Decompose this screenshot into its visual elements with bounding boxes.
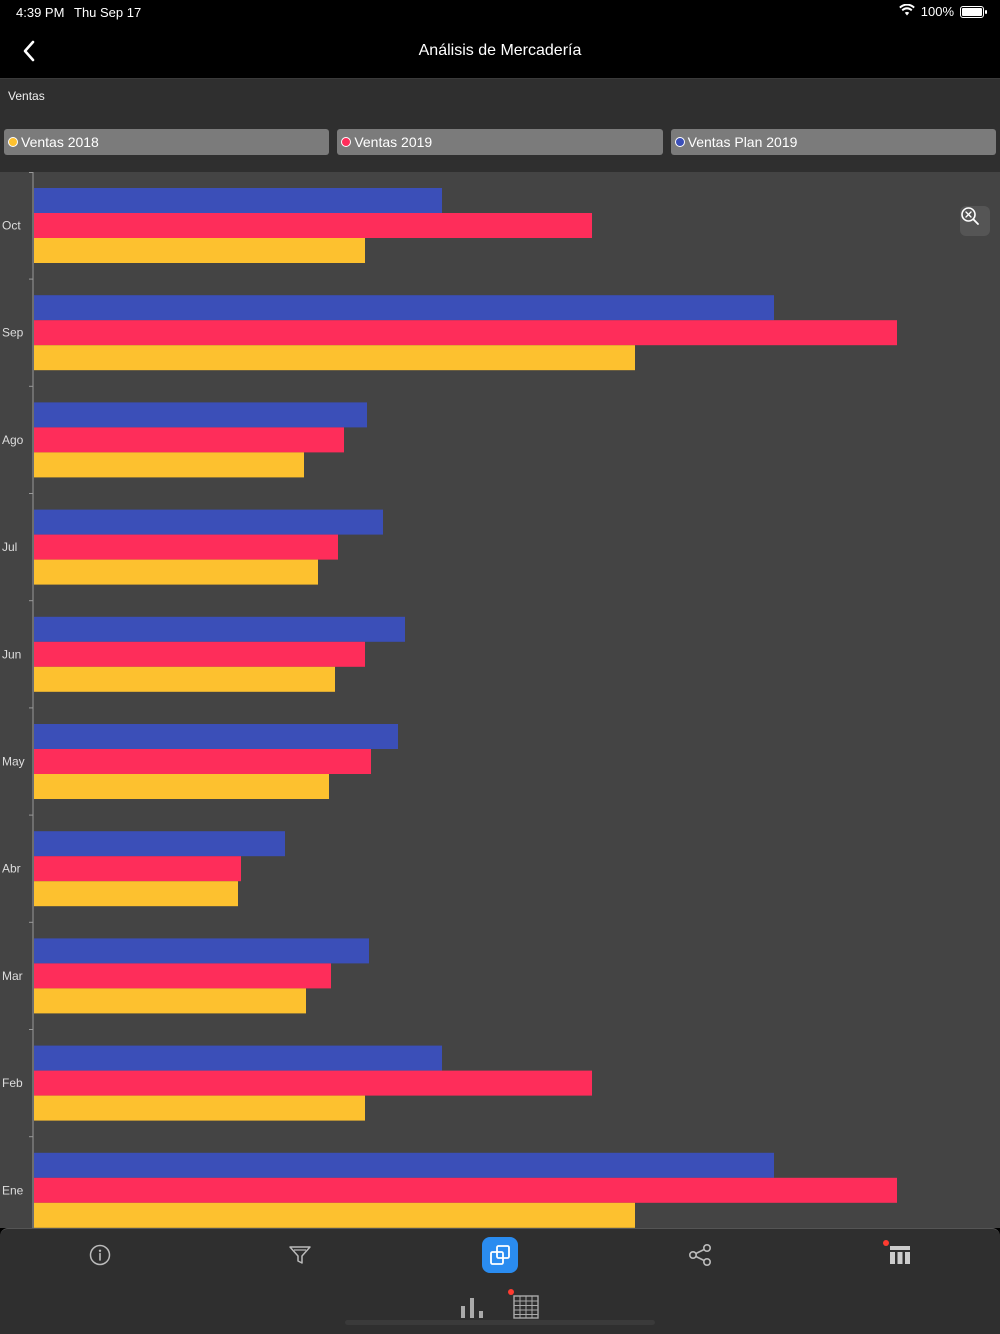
bar-abr-ventas-plan-2019[interactable] <box>34 831 285 857</box>
status-bar: 4:39 PM Thu Sep 17 100% <box>0 0 1000 24</box>
share-icon <box>688 1243 711 1267</box>
bar-chart-svg: Oct Sep Ago Jul Jun May Abr Mar Feb Ene <box>2 172 897 1228</box>
bar-ene-ventas-2019[interactable] <box>34 1177 897 1203</box>
legend: Ventas 2018 Ventas 2019 Ventas Plan 2019 <box>4 129 996 155</box>
wifi-icon <box>898 3 915 19</box>
bar-jul-ventas-2019[interactable] <box>34 534 338 560</box>
bar-feb-ventas-2018[interactable] <box>34 1095 365 1121</box>
category-label: Oct <box>2 219 21 233</box>
bar-ago-ventas-plan-2019[interactable] <box>34 402 367 428</box>
bar-may-ventas-2018[interactable] <box>34 774 329 799</box>
bar-jul-ventas-2018[interactable] <box>34 559 318 585</box>
navigation-bar: Análisis de Mercadería <box>0 24 1000 79</box>
status-right: 100% <box>898 3 987 19</box>
info-button[interactable] <box>82 1237 118 1273</box>
bottom-toolbar <box>0 1228 1000 1334</box>
status-time: 4:39 PM <box>16 5 65 20</box>
category-label: Ago <box>2 433 24 447</box>
bar-ago-ventas-2019[interactable] <box>34 427 344 453</box>
bar-jun-ventas-plan-2019[interactable] <box>34 616 405 642</box>
bar-mar-ventas-2018[interactable] <box>34 988 306 1014</box>
bar-may-ventas-2019[interactable] <box>34 749 371 774</box>
legend-label: Ventas Plan 2019 <box>687 134 798 150</box>
category-label: May <box>2 755 25 769</box>
bar-abr-ventas-2019[interactable] <box>34 856 241 882</box>
columns-button[interactable] <box>882 1237 918 1273</box>
bar-oct-ventas-plan-2019[interactable] <box>34 188 442 213</box>
bar-chart: Oct Sep Ago Jul Jun May Abr Mar Feb Ene <box>0 172 1000 1228</box>
legend-label: Ventas 2019 <box>354 134 433 150</box>
bar-sep-ventas-2019[interactable] <box>34 320 897 346</box>
zoom-reset-icon <box>961 207 979 225</box>
columns-badge <box>883 1240 889 1246</box>
zoom-reset-button[interactable] <box>960 206 990 236</box>
chart-type-button[interactable] <box>482 1237 518 1273</box>
legend-dot <box>674 137 685 147</box>
category-label: Abr <box>2 862 21 876</box>
bar-sep-ventas-2018[interactable] <box>34 345 635 371</box>
chart-type-icon <box>490 1245 510 1265</box>
legend-dot <box>341 137 352 147</box>
page-title: Análisis de Mercadería <box>418 42 582 59</box>
bar-mar-ventas-plan-2019[interactable] <box>34 938 369 964</box>
battery-percent: 100% <box>920 4 954 19</box>
bar-chart-icon <box>461 1298 483 1318</box>
bar-view-button[interactable] <box>454 1289 490 1325</box>
table-badge <box>508 1289 514 1295</box>
columns-icon <box>890 1246 910 1264</box>
bar-may-ventas-plan-2019[interactable] <box>34 724 398 749</box>
bar-ene-ventas-plan-2019[interactable] <box>34 1152 774 1178</box>
bar-jun-ventas-2019[interactable] <box>34 641 365 667</box>
battery-icon <box>960 5 987 18</box>
category-label: Ene <box>2 1183 24 1197</box>
category-label: Sep <box>2 326 24 340</box>
bar-jun-ventas-2018[interactable] <box>34 666 335 692</box>
section-label: Ventas <box>8 89 45 103</box>
category-label: Jul <box>2 540 17 554</box>
category-label: Mar <box>2 969 23 983</box>
legend-item-ventas-2018[interactable]: Ventas 2018 <box>4 129 330 155</box>
filter-button[interactable] <box>282 1237 318 1273</box>
category-label: Feb <box>2 1076 23 1090</box>
bar-ene-ventas-2018[interactable] <box>34 1202 635 1228</box>
bar-jul-ventas-plan-2019[interactable] <box>34 509 383 535</box>
legend-dot <box>8 137 18 147</box>
bar-mar-ventas-2019[interactable] <box>34 963 331 989</box>
bar-feb-ventas-2019[interactable] <box>34 1070 592 1096</box>
filter-icon <box>289 1246 311 1264</box>
legend-item-ventas-plan-2019[interactable]: Ventas Plan 2019 <box>670 129 996 155</box>
legend-label: Ventas 2018 <box>21 134 99 150</box>
status-date: Thu Sep 17 <box>74 5 142 20</box>
chevron-left-icon <box>23 40 35 62</box>
bar-sep-ventas-plan-2019[interactable] <box>34 295 774 321</box>
info-icon <box>89 1244 111 1266</box>
home-indicator <box>345 1320 655 1325</box>
back-button[interactable] <box>14 36 44 66</box>
bar-oct-ventas-2018[interactable] <box>34 238 365 263</box>
table-view-button[interactable] <box>508 1289 544 1325</box>
chart-header: Ventas Ventas 2018 Ventas 2019 Ventas Pl… <box>0 79 1000 172</box>
bar-ago-ventas-2018[interactable] <box>34 452 304 478</box>
share-button[interactable] <box>682 1237 718 1273</box>
legend-item-ventas-2019[interactable]: Ventas 2019 <box>337 129 663 155</box>
bar-feb-ventas-plan-2019[interactable] <box>34 1045 442 1071</box>
bar-abr-ventas-2018[interactable] <box>34 881 238 907</box>
table-icon <box>513 1295 539 1319</box>
bar-oct-ventas-2019[interactable] <box>34 213 592 238</box>
category-label: Jun <box>2 647 21 661</box>
